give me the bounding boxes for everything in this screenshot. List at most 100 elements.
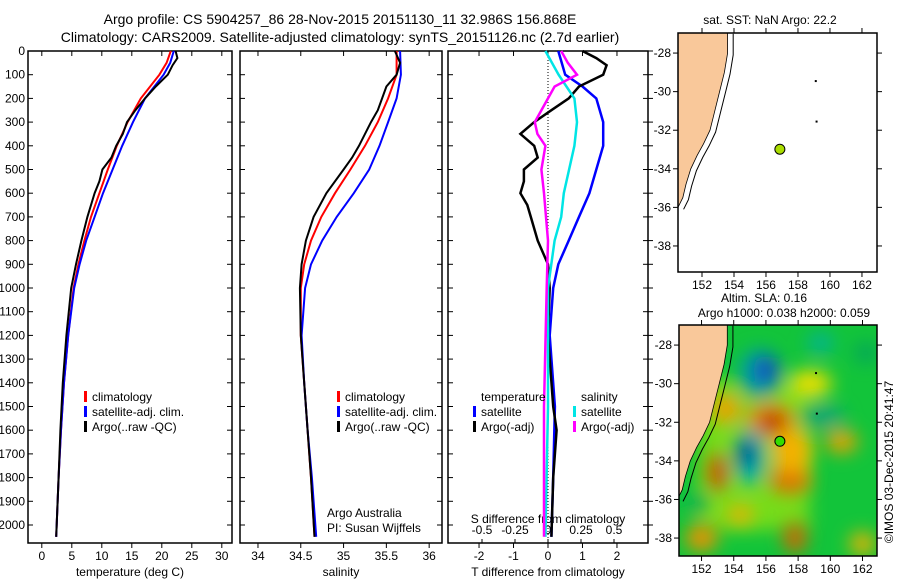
lon-tick-label: 162: [852, 562, 872, 576]
y-tick-label: 700: [5, 210, 25, 224]
lat-tick-label: -32: [654, 123, 672, 137]
sst-map-title: sat. SST: NaN Argo: 22.2: [703, 13, 837, 27]
series-line-satellite-adj-clim-: [300, 50, 402, 537]
x-axis-label: T difference from climatology: [471, 565, 625, 579]
sla-anomaly-blob: [738, 437, 755, 469]
lat-tick-label: -34: [654, 162, 672, 176]
series-line-s-argo: [533, 50, 579, 537]
lon-tick-label: 152: [692, 562, 712, 576]
x-tick-label: -2: [474, 549, 485, 563]
sla-anomaly-blob: [807, 333, 834, 353]
lon-tick-label: 156: [756, 562, 776, 576]
x-tick-label: 35: [337, 549, 351, 563]
x-axis-label: salinity: [323, 565, 360, 579]
lon-tick-label: 160: [820, 562, 840, 576]
legend-swatch: [84, 406, 87, 417]
x-tick-label: 35.5: [375, 549, 399, 563]
x-tick-label: -1: [508, 549, 519, 563]
legend-label: satellite-adj. clim.: [92, 405, 184, 419]
sla-anomaly-blob: [688, 495, 708, 511]
s-tick-label: 0: [545, 523, 552, 537]
figure-title-line1: Argo profile: CS 5904257_86 28-Nov-2015 …: [104, 11, 577, 27]
legend-label: Argo(..raw -QC): [345, 420, 430, 434]
lon-tick-label: 152: [692, 278, 712, 292]
y-tick-label: 1100: [0, 305, 25, 319]
island-marker: [815, 120, 818, 123]
y-tick-label: 600: [5, 186, 25, 200]
x-tick-label: 0: [545, 549, 552, 563]
y-tick-label: 800: [5, 234, 25, 248]
lat-tick-label: -36: [655, 492, 673, 506]
island-marker: [815, 412, 818, 415]
isobath-contour: [682, 325, 734, 502]
x-tick-label: 36: [422, 549, 436, 563]
legend-swatch: [337, 391, 340, 402]
lat-tick-label: -28: [655, 338, 673, 352]
sla-map-subtitle: Argo h1000: 0.038 h2000: 0.059: [698, 306, 870, 320]
series-line-t-argo: [518, 49, 609, 537]
lat-tick-label: -34: [655, 454, 673, 468]
y-tick-label: 400: [5, 139, 25, 153]
sst-map-frame: [677, 32, 878, 273]
series-line-satellite-adj-clim-: [55, 50, 175, 537]
series-line-argo: [298, 50, 402, 537]
sla-anomaly-blob: [854, 343, 877, 363]
lat-tick-label: -30: [654, 85, 672, 99]
lat-tick-label: -38: [654, 239, 672, 253]
x-axis-label: temperature (deg C): [76, 565, 184, 579]
argo-position-marker: [774, 435, 786, 447]
x-tick-label: 5: [68, 549, 75, 563]
figure-title-line2: Climatology: CARS2009. Satellite-adjuste…: [61, 29, 619, 45]
legend-label: climatology: [345, 390, 405, 404]
legend-title-salinity: salinity: [581, 390, 618, 404]
x-tick-label: 15: [125, 549, 139, 563]
series-line-s-satellite: [544, 50, 579, 537]
legend-swatch: [84, 391, 87, 402]
y-tick-label: 300: [5, 115, 25, 129]
legend-label: climatology: [92, 390, 152, 404]
y-tick-label: 1900: [0, 494, 25, 508]
s-tick-label: 0.5: [606, 523, 623, 537]
y-tick-label: 1800: [0, 471, 25, 485]
lon-tick-label: 156: [756, 278, 776, 292]
australia-land: [679, 325, 728, 498]
argo-position-marker: [774, 143, 786, 155]
legend-swatch: [473, 406, 476, 417]
y-tick-label: 0: [18, 44, 25, 58]
y-tick-label: 1400: [0, 376, 25, 390]
x-tick-label: 25: [185, 549, 199, 563]
legend-swatch: [573, 406, 576, 417]
sla-anomaly-blob: [772, 428, 811, 475]
sla-anomaly-blob: [753, 354, 779, 386]
sla-field: [685, 333, 877, 556]
sla-anomaly-blob: [727, 505, 753, 525]
legend-title-temperature: temperature: [481, 390, 546, 404]
legend-swatch: [84, 421, 87, 432]
sla-anomaly-blob: [685, 524, 718, 552]
legend-swatch: [573, 421, 576, 432]
temperature-plot-frame: [27, 50, 233, 544]
y-tick-label: 100: [5, 68, 25, 82]
sst-map-content: [678, 33, 818, 210]
lat-tick-label: -38: [655, 531, 673, 545]
lat-tick-label: -36: [654, 200, 672, 214]
lon-tick-label: 158: [788, 278, 808, 292]
annotation-text: Argo Australia: [327, 506, 402, 520]
sla-anomaly-blob: [769, 466, 811, 494]
lat-tick-label: -30: [655, 377, 673, 391]
legend-label: Argo(-adj): [581, 420, 634, 434]
island-marker: [815, 372, 818, 375]
sla-anomaly-blob: [783, 522, 807, 554]
legend-swatch: [337, 421, 340, 432]
series-line-argo: [55, 50, 179, 537]
y-tick-label: 1700: [0, 447, 25, 461]
sla-anomaly-blob: [825, 430, 858, 453]
s-tick-label: -0.5: [472, 523, 493, 537]
x-tick-label: 1: [579, 549, 586, 563]
y-tick-label: 1500: [0, 399, 25, 413]
sla-anomaly-blob: [790, 370, 832, 397]
sla-anomaly-blob: [711, 393, 741, 424]
lon-tick-label: 154: [724, 562, 744, 576]
sla-anomaly-blob: [708, 453, 728, 492]
